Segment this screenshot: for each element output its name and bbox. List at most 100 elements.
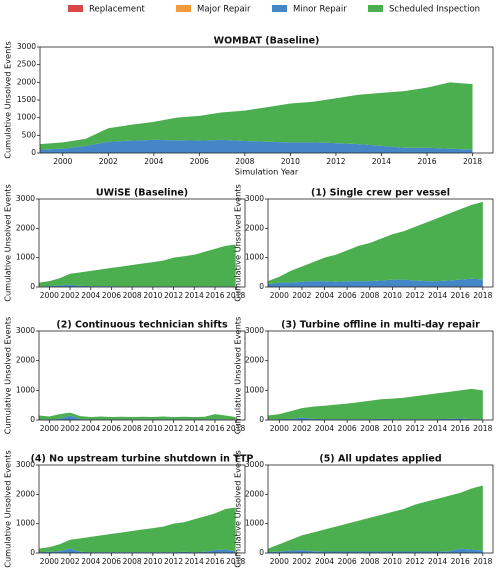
y-axis-label: Cumulative Unsolved Events (233, 450, 243, 567)
legend-swatch (368, 5, 383, 12)
axes-frame (267, 464, 494, 554)
x-tick-label: 2004 (144, 157, 163, 166)
y-tick-label: 2000 (245, 489, 264, 498)
y-tick-label: 0 (259, 415, 264, 424)
x-tick-label: 2002 (292, 557, 311, 566)
y-tick-label: 3000 (245, 194, 264, 203)
x-tick-label: 2014 (185, 424, 204, 433)
x-tick-label: 2004 (315, 291, 334, 300)
x-tick-label: 2006 (102, 291, 121, 300)
y-tick-label: 0 (259, 282, 264, 291)
x-tick-label: 2004 (81, 557, 100, 566)
x-tick-label: 2018 (226, 291, 245, 300)
x-tick-label: 2008 (123, 424, 142, 433)
y-tick-label: 1000 (245, 519, 264, 528)
x-tick-label: 2008 (235, 157, 254, 166)
y-tick-label: 1000 (17, 113, 36, 122)
area (268, 548, 483, 553)
x-tick-label: 2012 (405, 424, 424, 433)
x-tick-label: 2018 (473, 557, 492, 566)
x-tick-label: 2016 (451, 424, 470, 433)
area (268, 201, 483, 285)
x-tick-label: 2016 (451, 291, 470, 300)
x-tick-label: 2018 (463, 157, 482, 166)
panel-title: (1) Single crew per vessel (311, 188, 450, 199)
y-tick-label: 2000 (16, 223, 35, 232)
x-tick-label: 2006 (102, 424, 121, 433)
y-tick-label: 0 (31, 148, 36, 157)
area (39, 415, 236, 420)
x-tick-label: 2014 (185, 557, 204, 566)
x-tick-label: 2000 (40, 557, 59, 566)
panel-title: (4) No upstream turbine shutdown in TTP (31, 454, 254, 465)
legend-label: Scheduled Inspection (389, 5, 480, 15)
x-tick-label: 2010 (383, 291, 402, 300)
y-tick-label: 3000 (245, 460, 264, 469)
x-tick-label: 2012 (405, 291, 424, 300)
y-tick-label: 0 (30, 548, 35, 557)
panel-title: WOMBAT (Baseline) (214, 36, 320, 47)
y-tick-label: 2000 (245, 223, 264, 232)
area (268, 278, 483, 287)
x-tick-label: 2018 (473, 291, 492, 300)
y-tick-label: 0 (30, 282, 35, 291)
panel-title: (3) Turbine offline in multi-day repair (281, 320, 480, 331)
y-axis-label: Cumulative Unsolved Events (3, 317, 13, 434)
x-tick-label: 2014 (428, 424, 447, 433)
x-tick-label: 2016 (417, 157, 436, 166)
x-tick-label: 2002 (61, 557, 80, 566)
x-tick-label: 2016 (205, 291, 224, 300)
x-tick-label: 2014 (372, 157, 391, 166)
x-tick-label: 2004 (81, 291, 100, 300)
x-tick-label: 2008 (123, 557, 142, 566)
x-tick-label: 2012 (164, 424, 183, 433)
y-tick-label: 3000 (16, 460, 35, 469)
y-axis-label: Cumulative Unsolved Events (3, 450, 13, 567)
panel-title: (5) All updates applied (319, 454, 441, 465)
x-tick-label: 2012 (405, 557, 424, 566)
y-tick-label: 2500 (17, 60, 36, 69)
y-axis-label: Cumulative Unsolved Events (3, 41, 13, 158)
y-tick-label: 1000 (16, 385, 35, 394)
x-tick-label: 2016 (205, 557, 224, 566)
x-tick-label: 2012 (326, 157, 345, 166)
x-tick-label: 2000 (40, 424, 59, 433)
area (268, 417, 483, 420)
y-tick-label: 3000 (16, 194, 35, 203)
x-tick-label: 2018 (473, 424, 492, 433)
x-tick-label: 2012 (164, 557, 183, 566)
panel-title: UWiSE (Baseline) (96, 188, 188, 199)
axes-frame (38, 198, 246, 288)
legend-label: Replacement (89, 5, 146, 15)
x-tick-label: 2010 (143, 424, 162, 433)
x-tick-label: 2004 (315, 557, 334, 566)
area (40, 139, 473, 153)
y-tick-label: 3000 (17, 42, 36, 51)
x-tick-label: 2004 (315, 424, 334, 433)
area (39, 412, 236, 420)
x-tick-label: 2010 (383, 557, 402, 566)
x-tick-label: 2006 (338, 291, 357, 300)
axes-frame (38, 464, 246, 554)
panel-title: (2) Continuous technician shifts (56, 320, 228, 331)
x-tick-label: 2002 (292, 424, 311, 433)
x-tick-label: 2008 (360, 557, 379, 566)
x-tick-label: 2000 (40, 291, 59, 300)
y-tick-label: 1000 (245, 253, 264, 262)
area (39, 244, 236, 287)
y-axis-label: Cumulative Unsolved Events (233, 184, 243, 301)
y-tick-label: 1000 (245, 385, 264, 394)
x-tick-label: 2000 (270, 424, 289, 433)
x-tick-label: 2010 (143, 291, 162, 300)
y-tick-label: 0 (259, 548, 264, 557)
x-tick-label: 2016 (205, 424, 224, 433)
x-tick-label: 2008 (360, 424, 379, 433)
y-axis-label: Cumulative Unsolved Events (3, 184, 13, 301)
x-tick-label: 2006 (338, 424, 357, 433)
x-tick-label: 2018 (226, 424, 245, 433)
y-tick-label: 1000 (16, 519, 35, 528)
y-tick-label: 3000 (16, 326, 35, 335)
x-tick-label: 2000 (270, 557, 289, 566)
area (40, 82, 473, 150)
